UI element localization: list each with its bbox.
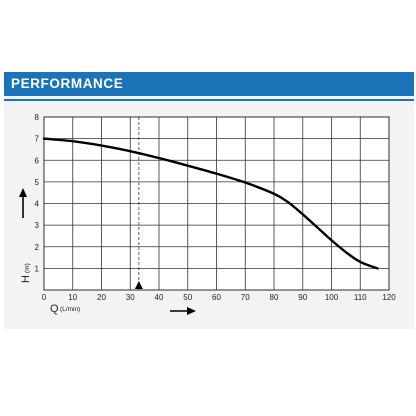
chart-grid (43, 116, 390, 291)
y-tick-label: 2 (35, 243, 40, 252)
x-axis-title: Q (L/min) (50, 303, 80, 315)
header-rule (4, 99, 414, 101)
x-axis-arrow (170, 307, 196, 315)
y-tick-label: 3 (35, 221, 40, 230)
x-tick-label: 90 (298, 293, 307, 302)
y-tick-label: 6 (35, 156, 40, 165)
x-tick-label: 50 (183, 293, 192, 302)
y-tick-label: 1 (35, 264, 40, 273)
x-tick-label: 110 (354, 293, 367, 302)
section-title: PERFORMANCE (11, 76, 124, 91)
x-tick-labels: 0 10 20 30 40 50 60 70 80 90 100 110 120 (42, 293, 396, 302)
x-axis-label: Q (50, 303, 59, 315)
x-tick-label: 120 (382, 293, 396, 302)
y-axis-unit: (m) (24, 263, 31, 273)
x-tick-label: 80 (270, 293, 279, 302)
y-tick-label: 7 (35, 135, 40, 144)
y-axis-arrow (19, 188, 27, 218)
x-tick-label: 20 (97, 293, 106, 302)
x-tick-label: 40 (155, 293, 164, 302)
y-axis-label: H (20, 275, 32, 283)
x-tick-label: 60 (212, 293, 221, 302)
y-tick-label: 8 (35, 113, 40, 122)
series-line (42, 137, 379, 270)
y-axis-title: H (m) (20, 263, 32, 283)
x-axis-unit: (L/min) (60, 306, 80, 313)
header-band (4, 72, 414, 96)
y-tick-label: 5 (35, 178, 40, 187)
x-tick-label: 100 (325, 293, 339, 302)
x-tick-label: 0 (42, 293, 47, 302)
x-tick-label: 10 (68, 293, 77, 302)
x-tick-label: 70 (241, 293, 250, 302)
y-tick-labels: 1 2 3 4 5 6 7 8 (35, 113, 40, 273)
x-tick-label: 30 (126, 293, 135, 302)
marker-triangle (134, 281, 143, 289)
y-tick-label: 4 (35, 200, 40, 209)
